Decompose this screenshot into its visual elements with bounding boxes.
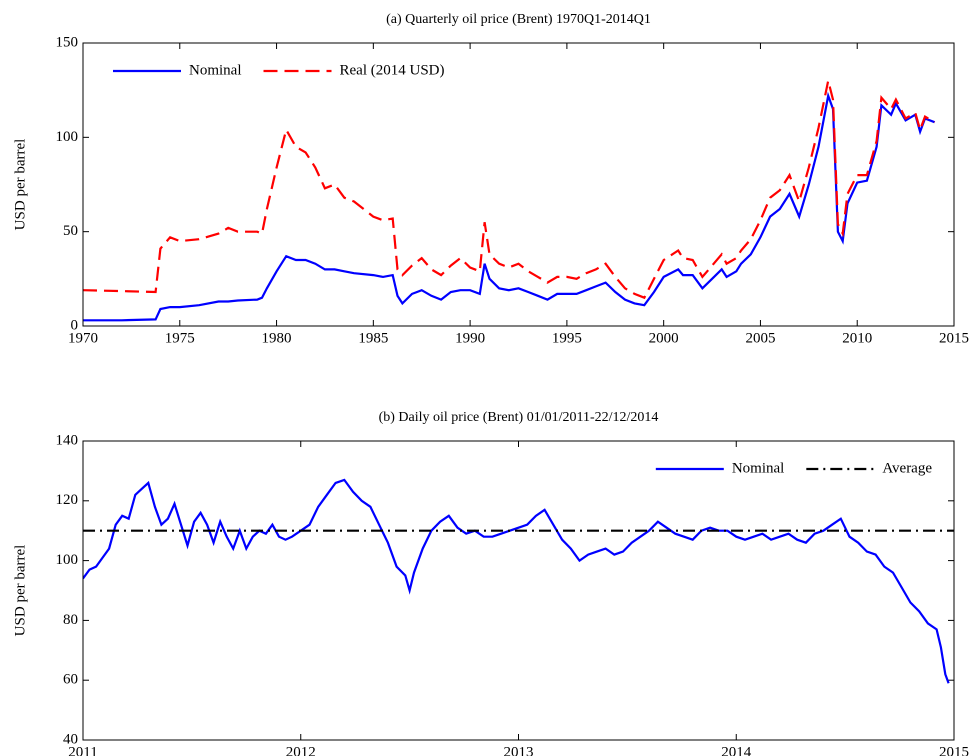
y-tick-label: 150 (56, 34, 79, 50)
x-tick-label: 1985 (358, 330, 388, 346)
plot-frame (82, 440, 955, 741)
x-tick-label: 1980 (262, 330, 292, 346)
x-tick-label: 2000 (649, 330, 679, 346)
y-axis-label: USD per barrel (12, 545, 28, 637)
panel: (b) Daily oil price (Brent) 01/01/2011-2… (12, 410, 969, 756)
y-tick-label: 80 (63, 612, 78, 628)
panel: (a) Quarterly oil price (Brent) 1970Q1-2… (12, 12, 969, 346)
y-tick-label: 40 (63, 731, 78, 747)
series-line (83, 91, 935, 322)
x-tick-label: 1990 (455, 330, 485, 346)
x-tick-label: 2012 (286, 744, 316, 756)
x-tick-label: 1975 (165, 330, 195, 346)
legend-label: Nominal (189, 62, 242, 78)
x-tick-label: 2015 (939, 744, 969, 756)
x-tick-label: 2013 (504, 744, 534, 756)
legend: Nominal Average (655, 460, 932, 476)
x-tick-label: 2011 (68, 744, 97, 756)
series-line (83, 80, 936, 300)
y-tick-label: 100 (56, 552, 79, 568)
chart-title: (a) Quarterly oil price (Brent) 1970Q1-2… (386, 12, 651, 27)
y-tick-label: 140 (56, 432, 79, 448)
y-axis-label: USD per barrel (12, 139, 28, 231)
x-tick-label: 1995 (552, 330, 582, 346)
legend-label: Real (2014 USD) (340, 62, 445, 78)
series-line (83, 478, 950, 684)
plot-frame (82, 42, 955, 327)
y-tick-label: 120 (56, 492, 79, 508)
x-tick-label: 2015 (939, 330, 969, 346)
chart-title: (b) Daily oil price (Brent) 01/01/2011-2… (379, 410, 659, 425)
legend-label: Nominal (732, 460, 785, 476)
legend-label: Average (882, 460, 932, 476)
y-tick-label: 50 (63, 223, 78, 239)
x-tick-label: 2014 (721, 744, 752, 756)
y-tick-label: 0 (71, 317, 79, 333)
x-tick-label: 1970 (68, 330, 98, 346)
y-tick-label: 100 (56, 129, 79, 145)
x-tick-label: 2005 (745, 330, 775, 346)
x-tick-label: 2010 (842, 330, 872, 346)
y-tick-label: 60 (63, 672, 78, 688)
legend: Nominal Real (2014 USD) (113, 62, 445, 78)
